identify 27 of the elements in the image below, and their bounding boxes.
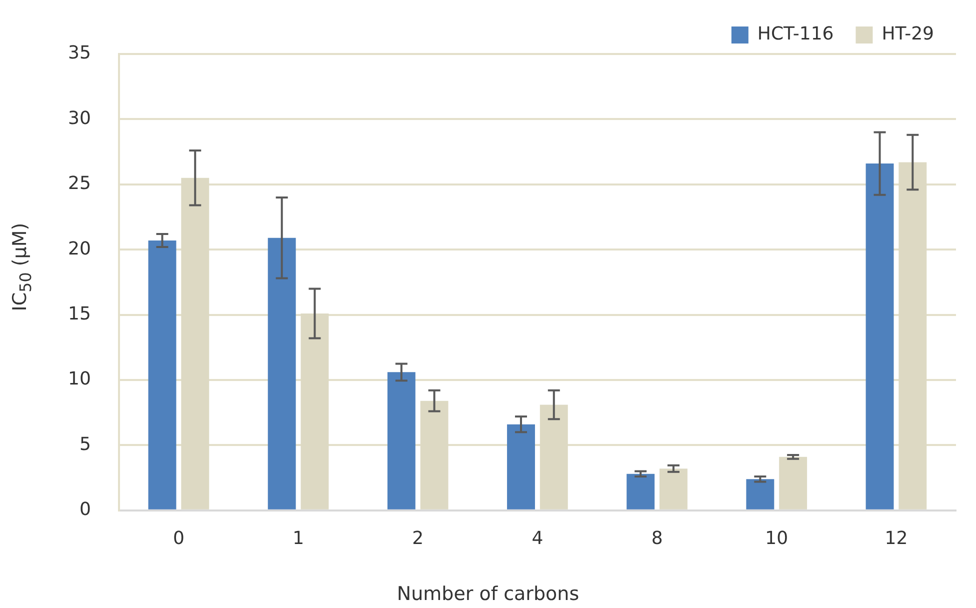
y-tick-label: 20 [68, 238, 91, 260]
x-tick-label: 1 [292, 528, 304, 549]
bar [779, 456, 808, 510]
bar [268, 238, 296, 510]
bar [387, 372, 416, 510]
legend-label: HCT-116 [757, 24, 834, 45]
y-tick-label: 35 [68, 42, 91, 64]
bar [507, 424, 535, 510]
x-tick-label: 12 [884, 528, 908, 549]
y-tick-label: 15 [68, 303, 91, 324]
bar [660, 468, 688, 510]
x-tick-label: 8 [651, 528, 663, 549]
bar [866, 164, 894, 510]
x-tick-label: 10 [765, 528, 788, 549]
x-tick-label: 4 [532, 528, 544, 549]
bar [626, 474, 655, 510]
legend-label: HT-29 [882, 24, 934, 45]
bar [746, 479, 774, 510]
bar [148, 240, 176, 510]
y-tick-label: 10 [68, 368, 91, 390]
y-tick-label: 25 [68, 173, 91, 194]
y-tick-label: 30 [68, 108, 91, 129]
x-tick-label: 2 [412, 528, 424, 549]
x-axis-title: Number of carbons [396, 583, 580, 605]
x-tick-label: 0 [172, 528, 184, 549]
y-tick-label: 5 [79, 434, 91, 455]
y-tick-label: 0 [79, 499, 91, 520]
